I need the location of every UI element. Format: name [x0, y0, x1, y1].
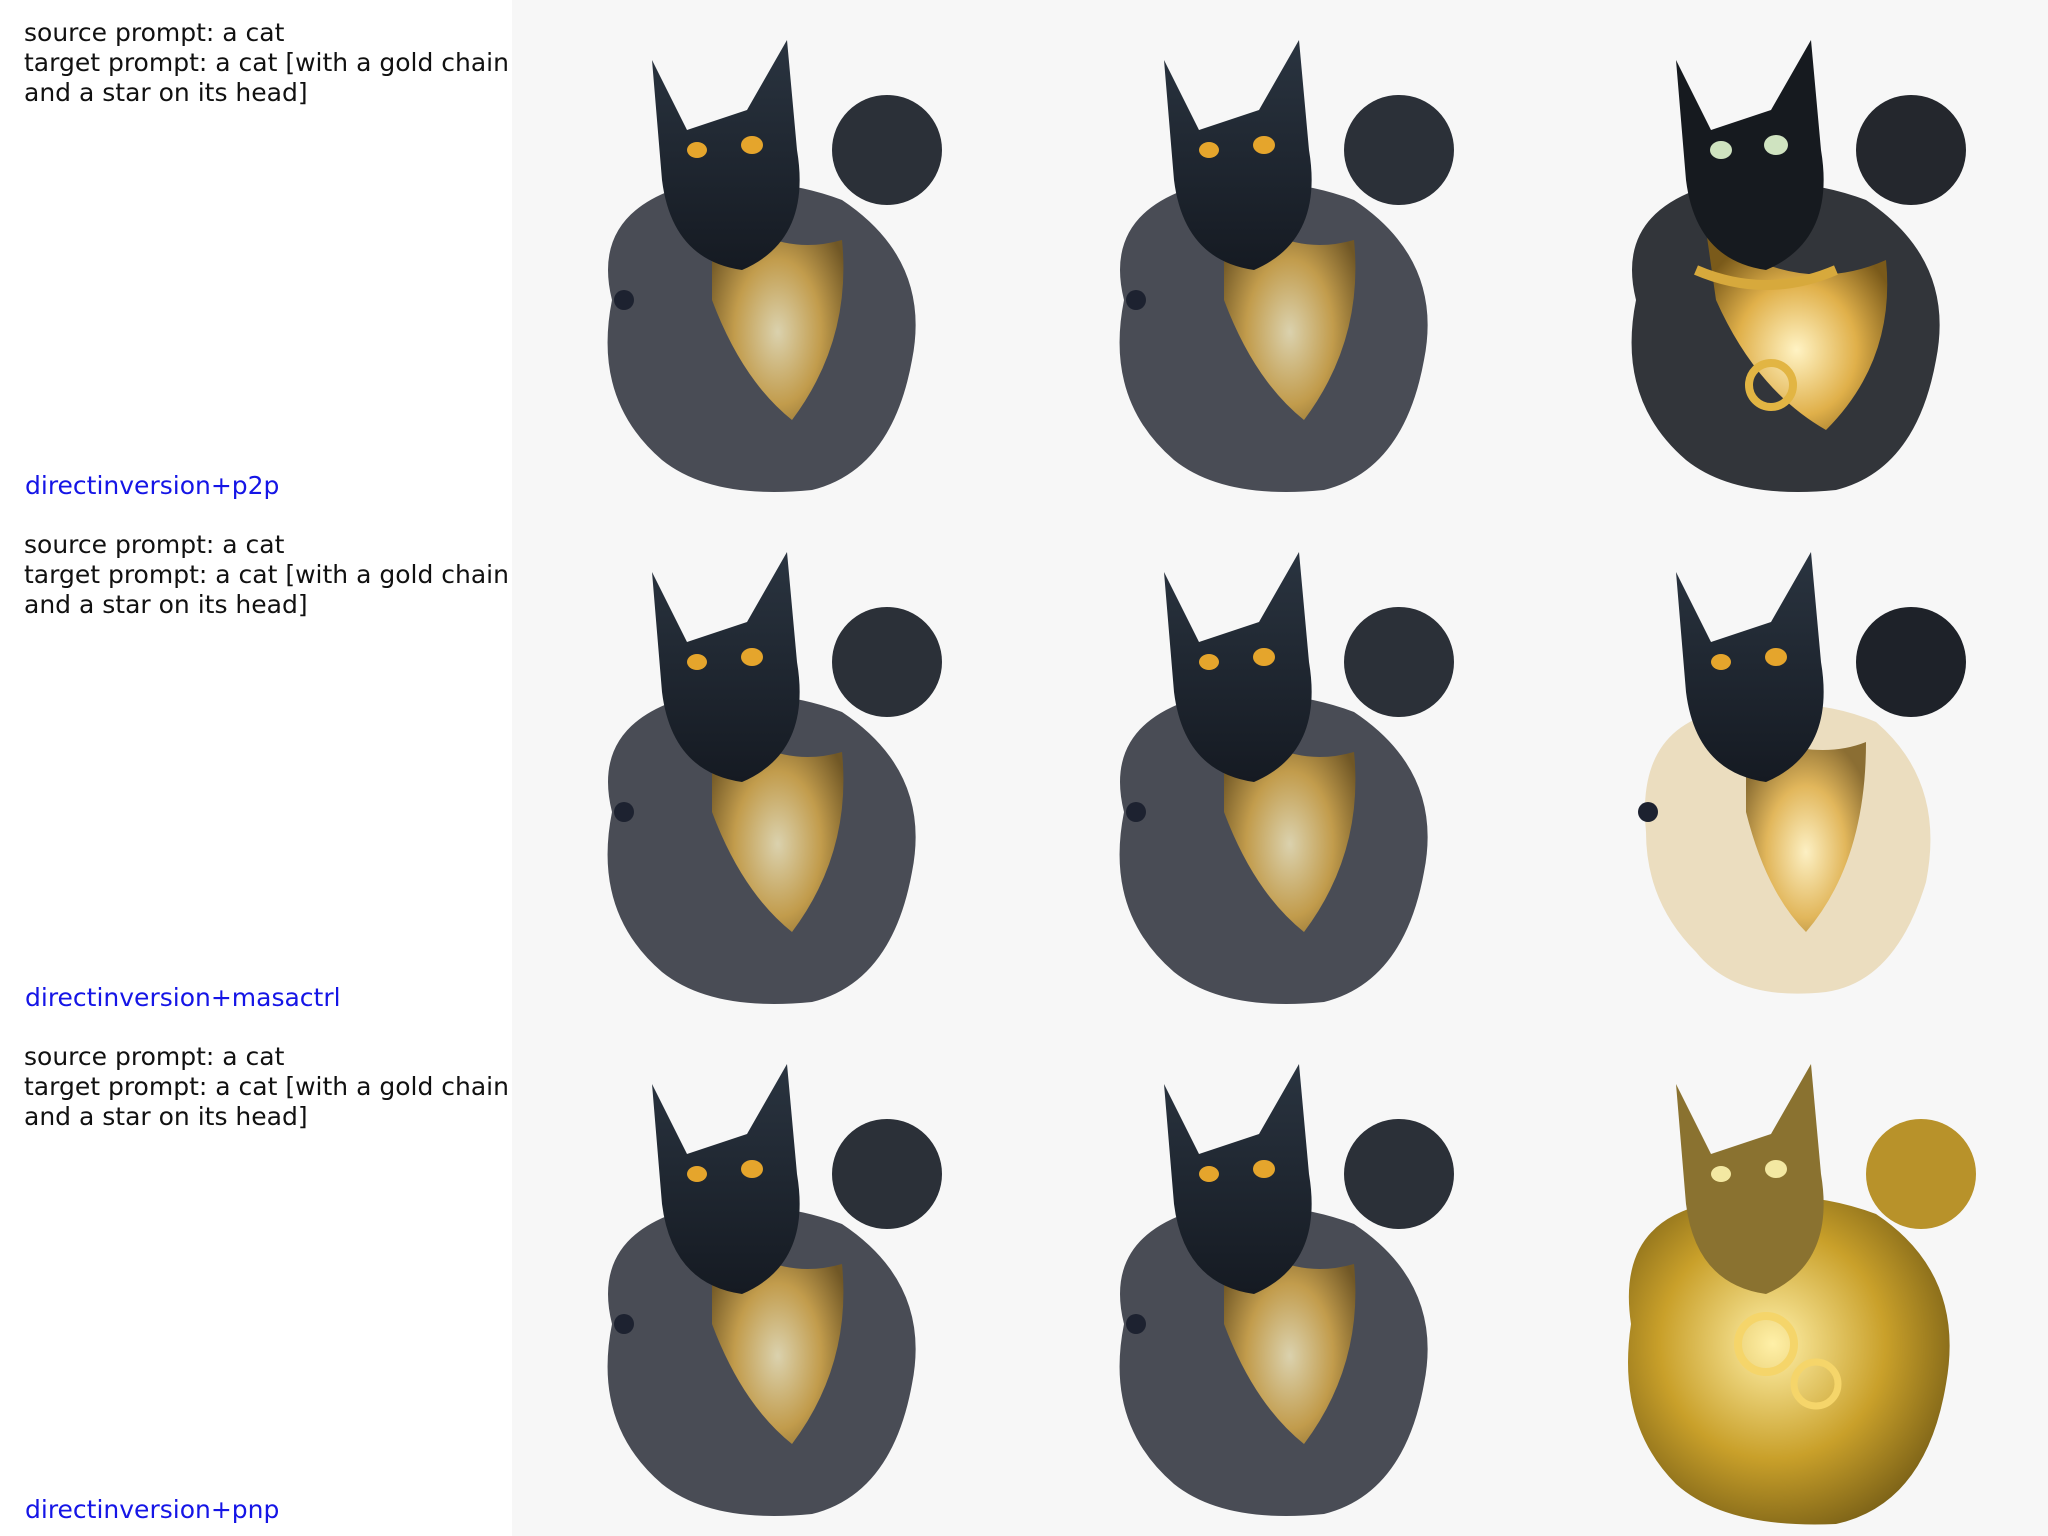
source-cat-image [512, 0, 1024, 512]
reconstructed-cat-image [1024, 0, 1536, 512]
comparison-row-p2p: source prompt: a cat target prompt: a ca… [0, 0, 2048, 512]
comparison-row-pnp: source prompt: a cat target prompt: a ca… [0, 1024, 2048, 1536]
row-caption: source prompt: a cat target prompt: a ca… [0, 0, 512, 512]
edited-cat-image [1536, 0, 2048, 512]
edited-cat-image [1536, 1024, 2048, 1536]
source-prompt: source prompt: a cat [24, 1042, 285, 1071]
comparison-row-masactrl: source prompt: a cat target prompt: a ca… [0, 512, 2048, 1024]
target-prompt-line1: target prompt: a cat [with a gold chain [24, 560, 509, 589]
target-prompt-line2: and a star on its head] [24, 1102, 308, 1131]
target-prompt-line2: and a star on its head] [24, 78, 308, 107]
target-prompt-line1: target prompt: a cat [with a gold chain [24, 1072, 509, 1101]
target-prompt-line2: and a star on its head] [24, 590, 308, 619]
row-caption: source prompt: a cat target prompt: a ca… [0, 512, 512, 1024]
row-caption: source prompt: a cat target prompt: a ca… [0, 1024, 512, 1536]
source-cat-image [512, 512, 1024, 1024]
target-prompt-line1: target prompt: a cat [with a gold chain [24, 48, 509, 77]
edited-cat-image [1536, 512, 2048, 1024]
source-cat-image [512, 1024, 1024, 1536]
method-label: directinversion+masactrl [25, 983, 341, 1012]
method-label: directinversion+p2p [25, 471, 280, 500]
reconstructed-cat-image [1024, 1024, 1536, 1536]
reconstructed-cat-image [1024, 512, 1536, 1024]
source-prompt: source prompt: a cat [24, 530, 285, 559]
source-prompt: source prompt: a cat [24, 18, 285, 47]
method-label: directinversion+pnp [25, 1495, 280, 1524]
